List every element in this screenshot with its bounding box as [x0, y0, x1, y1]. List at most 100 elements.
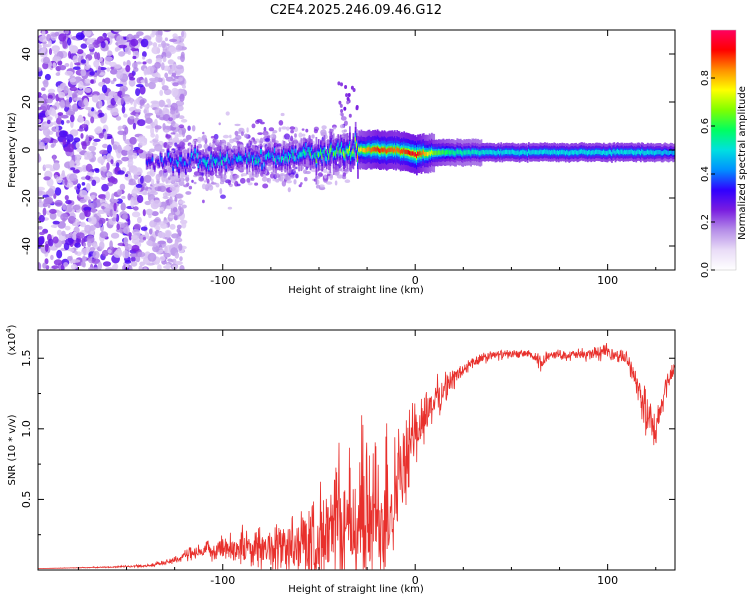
ridge-band — [394, 147, 396, 152]
ridge-band — [158, 162, 161, 167]
ridge-band — [396, 147, 399, 152]
ridge-band — [405, 149, 408, 154]
noise-blob — [152, 199, 162, 208]
noise-blob — [72, 66, 81, 70]
sideband-blob — [213, 133, 219, 140]
noise-blob — [127, 218, 131, 226]
sideband-blob — [266, 178, 271, 182]
snr-y-multiplier-base: (x10 — [7, 333, 18, 356]
spectrogram-y-tick-label: -40 — [20, 237, 33, 255]
sideband-blob — [289, 126, 296, 130]
ridge-band — [646, 149, 649, 154]
noise-blob — [178, 115, 185, 120]
noise-blob — [85, 175, 91, 181]
noise-blob — [81, 141, 87, 150]
sideband-blob — [188, 185, 193, 190]
noise-blob — [155, 173, 161, 182]
noise-blob — [180, 118, 188, 123]
snr-y-multiplier: (x104) — [5, 324, 18, 355]
noise-blob — [64, 70, 74, 76]
ridge-band — [410, 151, 412, 156]
ridge-band — [157, 160, 160, 165]
noise-blob — [59, 65, 67, 71]
sideband-blob — [284, 133, 290, 140]
noise-blob — [111, 177, 118, 185]
noise-blob — [145, 125, 154, 129]
noise-blob — [111, 217, 117, 222]
sideband-blob — [191, 125, 196, 132]
noise-blob — [43, 164, 53, 169]
noise-blob — [57, 85, 62, 93]
noise-blob — [80, 59, 87, 64]
sideband-blob — [202, 134, 207, 141]
ridge-band — [351, 151, 354, 156]
sideband-blob — [178, 129, 182, 135]
sideband-blob — [240, 177, 246, 184]
ridge-band — [670, 149, 672, 155]
streak-blob — [337, 81, 341, 86]
ridge-band — [186, 162, 188, 167]
ridge-band — [442, 149, 445, 154]
noise-blob — [130, 261, 138, 267]
ridge-band — [524, 150, 527, 156]
noise-blob — [42, 262, 47, 269]
ridge-band — [457, 149, 460, 155]
ridge-band — [515, 150, 518, 156]
sideband-blob — [185, 134, 192, 140]
noise-blob — [148, 81, 156, 90]
ridge-band — [358, 147, 360, 152]
ridge-band — [291, 149, 294, 153]
ridge-band — [556, 150, 559, 155]
noise-blob — [149, 148, 156, 153]
noise-blob — [47, 88, 56, 94]
ridge-band — [145, 159, 148, 164]
ridge-band — [282, 156, 284, 160]
ridge-band — [431, 149, 433, 155]
ridge-band — [192, 156, 194, 161]
sideband-blob — [222, 134, 230, 139]
sideband-blob — [236, 140, 241, 144]
sideband-blob — [220, 194, 226, 199]
noise-blob — [113, 250, 122, 258]
ridge-band — [208, 165, 210, 171]
noise-blob — [38, 153, 41, 163]
sideband-blob — [191, 179, 194, 183]
noise-blob — [71, 259, 81, 263]
ridge-band — [379, 148, 381, 153]
snr-x-tick-label: -100 — [210, 574, 235, 587]
noise-blob — [111, 264, 118, 270]
ridge-band — [399, 150, 402, 155]
noise-blob — [55, 125, 59, 133]
noise-blob — [48, 48, 53, 55]
noise-blob — [107, 182, 114, 187]
noise-blob — [161, 85, 169, 91]
ridge-band — [605, 150, 608, 156]
ridge-band — [262, 154, 265, 159]
noise-blob — [44, 196, 53, 204]
ridge-band — [380, 148, 382, 153]
noise-blob — [120, 202, 126, 211]
ridge-band — [160, 157, 163, 162]
sideband-blob — [272, 130, 278, 134]
noise-blob — [171, 72, 177, 77]
noise-blob — [88, 199, 92, 205]
noise-blob — [90, 116, 95, 124]
noise-blob — [169, 38, 178, 43]
noise-blob — [80, 43, 88, 49]
sideband-blob — [237, 183, 241, 187]
ridge-band — [389, 147, 392, 152]
sideband-blob — [281, 180, 287, 187]
ridge-band — [283, 149, 285, 155]
noise-blob — [68, 96, 73, 103]
noise-blob — [105, 218, 109, 221]
ridge-band — [548, 150, 551, 155]
ridge-band — [265, 154, 268, 160]
ridge-band — [220, 160, 223, 165]
noise-blob — [38, 186, 45, 191]
ridge-band — [166, 150, 169, 156]
noise-blob — [154, 125, 162, 130]
noise-blob — [102, 143, 109, 149]
ridge-band — [568, 151, 571, 156]
noise-blob — [38, 67, 42, 72]
noise-blob — [145, 208, 153, 216]
